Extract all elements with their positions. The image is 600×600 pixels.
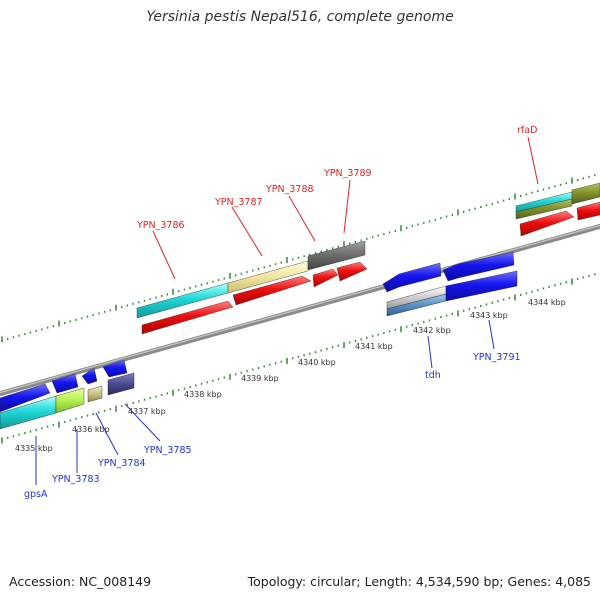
gene-label-gpsA[interactable]: gpsA (24, 489, 48, 500)
gene-YPN_3787-red[interactable] (232, 275, 312, 306)
gene-gpsA-blue[interactable] (0, 383, 51, 413)
gene-YPN_3784-tan[interactable] (87, 385, 103, 403)
reverse-genes (0, 251, 518, 430)
leader-rfaD (527, 136, 539, 185)
gene-label-rfaD[interactable]: rfaD (517, 125, 537, 136)
leader-YPN_3789 (343, 179, 351, 234)
gene-YPN_3785-slate[interactable] (107, 372, 135, 396)
leader-YPN_3784 (95, 412, 119, 456)
gene-YPN_3786-red[interactable] (141, 300, 234, 335)
leader-YPN_3785 (124, 403, 161, 442)
scale-label-4344: 4344 kbp (528, 298, 566, 307)
scale-label-4340: 4340 kbp (298, 358, 336, 367)
scale-label-4335: 4335 kbp (15, 444, 53, 453)
gene-rfaD-red[interactable] (519, 210, 575, 237)
gene-label-YPN_3783[interactable]: YPN_3783 (51, 474, 100, 485)
forward-genes (136, 182, 600, 335)
gene-label-YPN_3789[interactable]: YPN_3789 (323, 168, 372, 179)
leader-YPN_3791 (488, 319, 495, 350)
scale-label-4338: 4338 kbp (184, 390, 222, 399)
gene-YPN_3791-blue[interactable] (442, 251, 515, 282)
gene-tdh-blue[interactable] (382, 262, 442, 293)
scale-label-4342: 4342 kbp (413, 326, 451, 335)
gene-next-olive[interactable] (571, 182, 600, 205)
gene-label-tdh[interactable]: tdh (425, 370, 441, 381)
scale-label-4343: 4343 kbp (470, 311, 508, 320)
forward-strand-ticks (1, 174, 596, 343)
gene-YPN_3788-red[interactable] (312, 268, 339, 288)
scale-labels: 4335 kbp 4336 kbp 4337 kbp 4338 kbp 4339… (15, 298, 566, 453)
leader-YPN_3788 (288, 195, 316, 242)
gene-YPN_3785-blue[interactable] (102, 359, 128, 378)
genome-summary-text: Topology: circular; Length: 4,534,590 bp… (247, 574, 591, 589)
genome-backbone (0, 223, 600, 397)
scale-label-4339: 4339 kbp (241, 374, 279, 383)
accession-text: Accession: NC_008149 (9, 574, 152, 589)
leader-tdh (427, 335, 433, 369)
gene-YPN_3787-khaki[interactable] (227, 260, 309, 294)
forward-gene-labels: YPN_3786 YPN_3787 YPN_3788 YPN_3789 rfaD (136, 125, 539, 280)
gene-next-red[interactable] (576, 201, 600, 221)
gene-YPN_3784-blue[interactable] (81, 367, 98, 385)
gene-YPN_3788-gray[interactable] (307, 240, 366, 271)
gene-label-YPN_3788[interactable]: YPN_3788 (265, 184, 314, 195)
scale-label-4336: 4336 kbp (72, 425, 110, 434)
genome-backbone-highlight (0, 224, 600, 394)
gene-YPN_3791-blue-lower[interactable] (445, 270, 518, 302)
gene-label-YPN_3786[interactable]: YPN_3786 (136, 220, 185, 231)
gene-YPN_3789-red[interactable] (336, 261, 368, 282)
reverse-gene-labels: gpsA YPN_3783 YPN_3784 YPN_3785 tdh YPN_… (24, 319, 521, 500)
scale-label-4337: 4337 kbp (128, 407, 166, 416)
scale-label-4341: 4341 kbp (355, 342, 393, 351)
leader-YPN_3786 (152, 230, 176, 280)
map-title: Yersinia pestis Nepal516, complete genom… (146, 9, 454, 25)
gene-YPN_3786-cyan[interactable] (136, 282, 229, 319)
gene-label-YPN_3785[interactable]: YPN_3785 (143, 445, 192, 456)
gene-label-YPN_3791[interactable]: YPN_3791 (472, 352, 521, 363)
reverse-strand-ticks (1, 273, 596, 444)
gene-YPN_3783-blue[interactable] (51, 373, 79, 394)
leader-YPN_3787 (231, 206, 263, 257)
gene-label-YPN_3784[interactable]: YPN_3784 (97, 458, 146, 469)
gene-label-YPN_3787[interactable]: YPN_3787 (214, 197, 263, 208)
gene-rfaD-olive[interactable] (515, 198, 573, 220)
gene-YPN_3783-lime[interactable] (55, 387, 85, 414)
